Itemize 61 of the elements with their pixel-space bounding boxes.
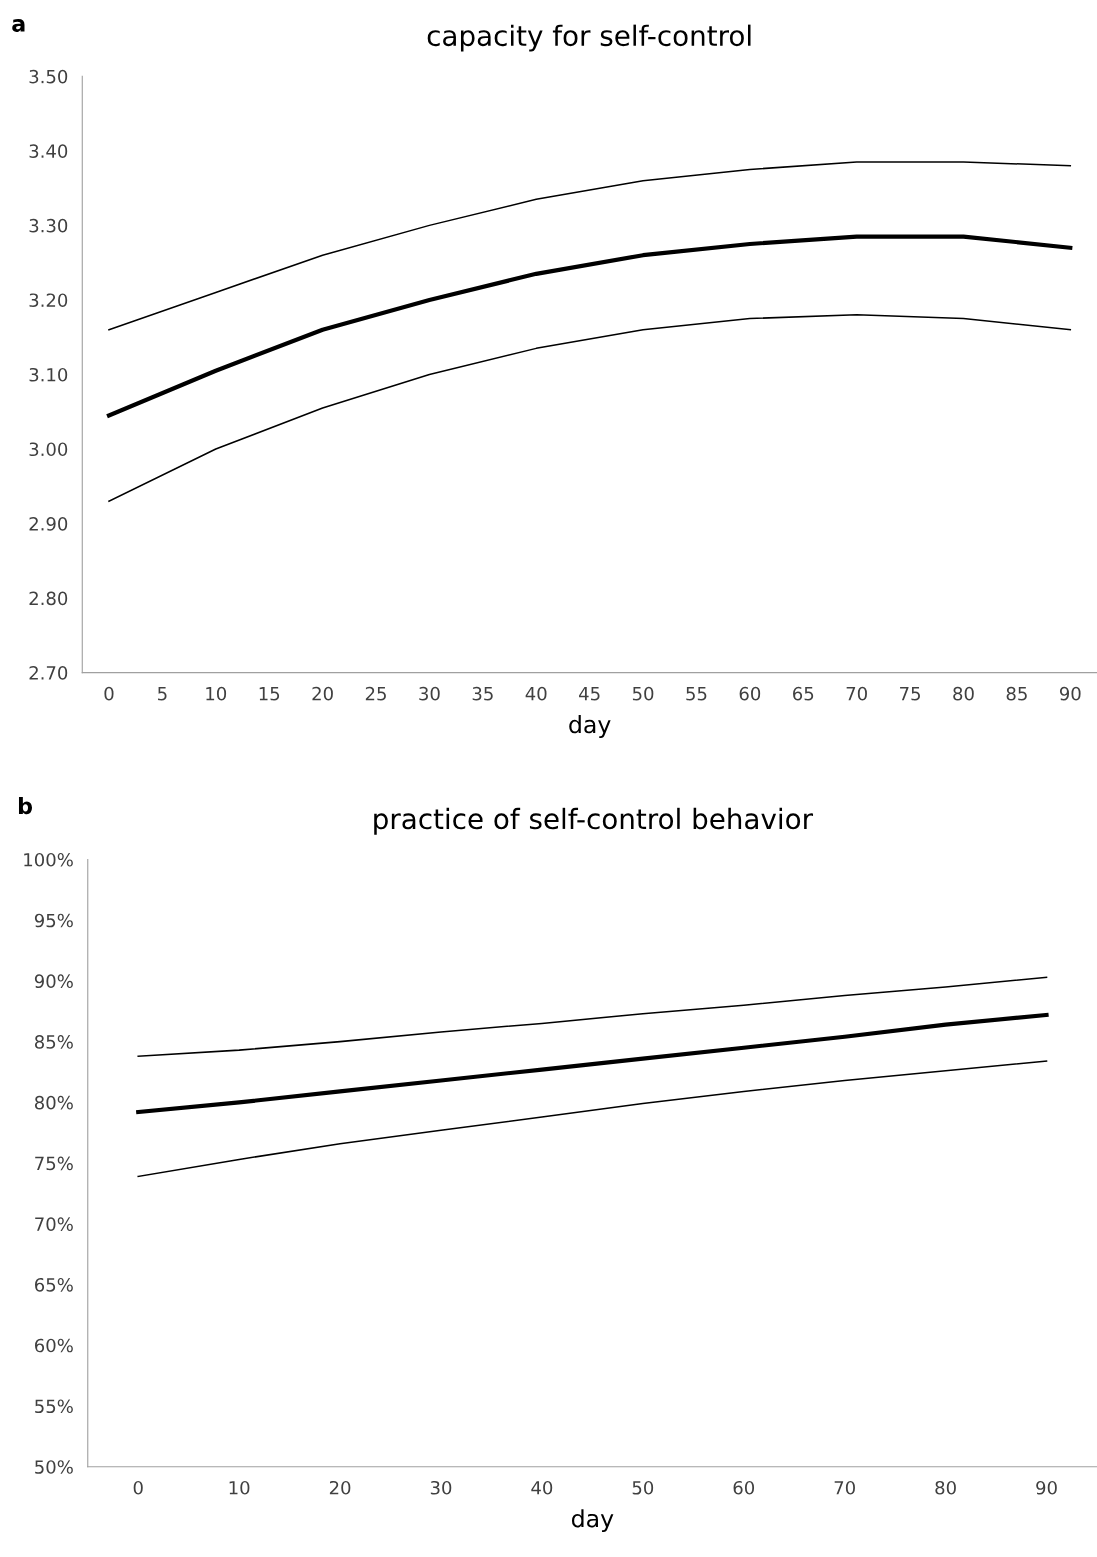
y-tick-label: 85% <box>34 1035 73 1049</box>
y-tick-label: 3.20 <box>29 293 68 308</box>
x-tick-label: 10 <box>206 686 227 701</box>
x-tick-label: 5 <box>158 687 167 701</box>
x-axis-title: day <box>569 715 611 738</box>
y-tick-label: 3.00 <box>29 442 68 457</box>
y-tick-label: 3.40 <box>29 144 68 158</box>
x-tick-label: 70 <box>846 686 867 701</box>
x-tick-label: 50 <box>632 686 654 701</box>
line-series <box>108 314 1072 502</box>
y-tick-label: 65% <box>35 1277 73 1292</box>
x-tick-label: 35 <box>472 686 493 701</box>
x-tick-label: 50 <box>632 1480 654 1495</box>
x-tick-label: 20 <box>329 1480 351 1495</box>
text: a <box>12 19 25 32</box>
x-axis-title: day <box>571 1509 614 1533</box>
x-tick-label: 30 <box>419 686 440 701</box>
y-tick-label: 2.90 <box>29 517 68 531</box>
y-tick-label: 80% <box>34 1095 73 1110</box>
x-tick-label: 80 <box>953 686 974 701</box>
y-tick-label: 90% <box>34 974 73 989</box>
line-series <box>137 976 1048 1057</box>
x-tick-label: 60 <box>733 1480 755 1495</box>
y-tick-label: 100% <box>24 852 73 867</box>
y-tick-label: 60% <box>35 1338 73 1353</box>
y-tick-label: 2.80 <box>29 591 68 606</box>
x-tick-label: 85 <box>1006 686 1027 701</box>
x-tick-label: 30 <box>430 1480 452 1495</box>
line-series <box>108 161 1072 331</box>
y-tick-label: 55% <box>35 1399 73 1414</box>
x-tick-label: 0 <box>104 686 114 701</box>
y-tick-label: 3.10 <box>29 367 68 382</box>
x-tick-label: 80 <box>935 1480 956 1495</box>
y-tick-label: 75% <box>35 1156 73 1171</box>
line-series <box>106 234 1073 418</box>
x-tick-label: 25 <box>365 686 386 701</box>
x-tick-label: 75 <box>900 687 920 701</box>
x-tick-label: 90 <box>1059 686 1081 701</box>
line-series <box>136 1012 1049 1115</box>
y-tick-label: 3.50 <box>29 69 68 84</box>
y-tick-label: 50% <box>35 1460 73 1474</box>
x-tick-label: 45 <box>579 687 600 701</box>
y-tick-label: 70% <box>35 1217 73 1231</box>
x-tick-label: 40 <box>531 1480 553 1495</box>
x-tick-label: 0 <box>133 1480 143 1495</box>
x-tick-label: 15 <box>259 687 280 701</box>
x-tick-label: 90 <box>1036 1480 1057 1495</box>
chart-title: practice of self-control behavior <box>374 807 814 835</box>
x-tick-label: 55 <box>686 687 707 701</box>
x-tick-label: 10 <box>229 1480 250 1495</box>
y-tick-label: 2.70 <box>29 666 68 680</box>
x-tick-label: 20 <box>312 686 333 701</box>
x-tick-label: 60 <box>739 686 761 701</box>
chart-title: capacity for self-control <box>427 24 751 52</box>
y-tick-label: 3.30 <box>29 218 68 233</box>
text: b <box>18 797 33 815</box>
x-tick-label: 40 <box>525 686 547 701</box>
y-tick-label: 95% <box>34 913 73 928</box>
x-tick-label: 70 <box>834 1480 855 1495</box>
line-series <box>137 1060 1048 1178</box>
x-tick-label: 65 <box>793 686 814 701</box>
